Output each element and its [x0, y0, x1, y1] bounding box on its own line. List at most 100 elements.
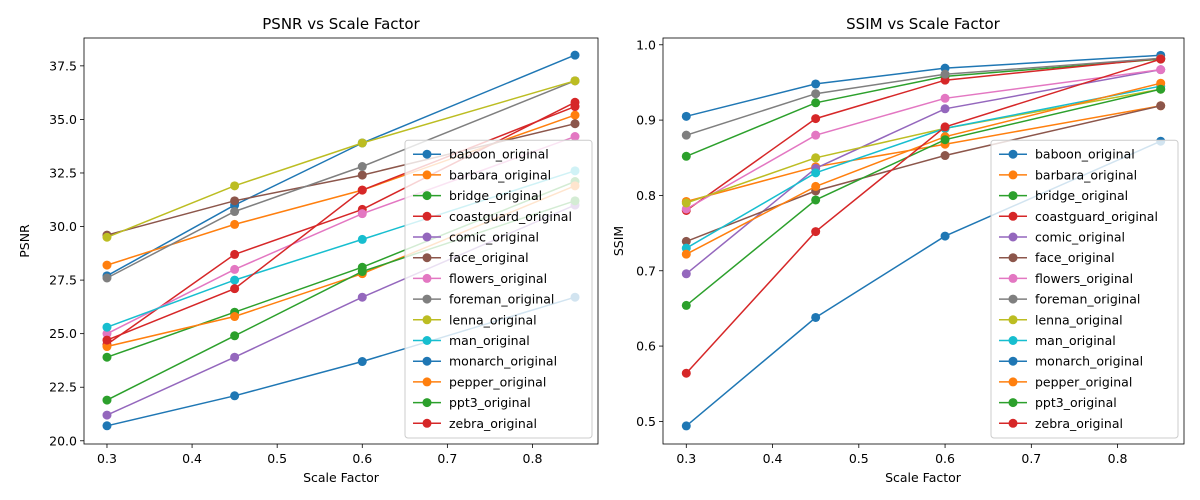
- legend-marker: [422, 336, 432, 345]
- data-point: [102, 342, 112, 352]
- legend-label: bridge_original: [1035, 188, 1128, 203]
- legend-marker: [1008, 398, 1018, 408]
- y-tick-label: 30.0: [49, 219, 77, 234]
- data-point: [811, 98, 821, 108]
- x-tick-label: 0.6: [352, 451, 372, 466]
- legend-entry: bridge_original: [413, 188, 542, 203]
- legend-entry: monarch_original: [413, 354, 557, 369]
- chart-title: PSNR vs Scale Factor: [262, 15, 420, 33]
- data-point: [940, 231, 950, 241]
- data-point: [357, 170, 367, 180]
- y-tick-label: 0.6: [636, 339, 656, 354]
- data-point: [1156, 65, 1166, 75]
- data-point: [230, 207, 240, 217]
- data-point: [570, 132, 580, 142]
- y-tick-label: 0.5: [636, 414, 656, 429]
- x-tick-label: 0.4: [763, 451, 783, 466]
- data-point: [230, 391, 240, 401]
- series-line: [685, 68, 1161, 210]
- series-line: [106, 80, 576, 238]
- ssim-chart: SSIM vs Scale Factor Scale Factor SSIM 0…: [611, 15, 1185, 485]
- legend-entry: bridge_original: [999, 188, 1128, 203]
- y-tick-label: 22.5: [49, 380, 77, 395]
- series-flowers_original: [681, 65, 1166, 214]
- legend-entry: barbara_original: [999, 167, 1137, 182]
- legend-entry: foreman_original: [999, 292, 1140, 307]
- legend-marker: [1008, 418, 1018, 428]
- legend-label: coastguard_original: [449, 209, 572, 224]
- data-point: [230, 312, 240, 322]
- data-point: [681, 111, 691, 121]
- data-point: [811, 168, 821, 178]
- data-point: [102, 273, 112, 283]
- data-point: [940, 69, 950, 79]
- y-tick-label: 37.5: [49, 58, 77, 73]
- legend-marker: [422, 356, 432, 366]
- series-line: [685, 58, 1161, 374]
- data-point: [811, 89, 821, 99]
- x-axis-label: Scale Factor: [303, 470, 380, 485]
- legend-label: pepper_original: [449, 374, 546, 389]
- legend-entry: zebra_original: [413, 416, 537, 431]
- data-point: [681, 368, 691, 378]
- data-point: [570, 110, 580, 120]
- legend-label: lenna_original: [1035, 312, 1123, 327]
- data-point: [230, 284, 240, 294]
- legend-label: zebra_original: [1035, 416, 1123, 431]
- legend-entry: foreman_original: [413, 292, 554, 307]
- data-point: [1156, 101, 1166, 111]
- legend-marker: [422, 191, 432, 201]
- series-zebra_original: [681, 54, 1166, 378]
- y-tick-label: 1.0: [636, 37, 656, 52]
- legend-entry: coastguard_original: [413, 209, 572, 224]
- legend-marker: [422, 315, 432, 325]
- legend-entry: barbara_original: [413, 167, 551, 182]
- legend-label: comic_original: [1035, 230, 1125, 245]
- data-point: [357, 292, 367, 302]
- legend-label: zebra_original: [449, 416, 537, 431]
- series-line: [685, 57, 1161, 212]
- data-point: [357, 209, 367, 219]
- legend-label: man_original: [1035, 333, 1116, 348]
- legend-entry: pepper_original: [413, 374, 546, 389]
- series-line: [686, 105, 1161, 243]
- data-point: [940, 151, 950, 161]
- data-point: [102, 335, 112, 345]
- data-point: [811, 114, 821, 124]
- legend-entry: coastguard_original: [999, 209, 1158, 224]
- series-line: [685, 82, 1161, 255]
- series-baboon_original: [681, 50, 1166, 121]
- data-point: [811, 130, 821, 140]
- legend-entry: pepper_original: [999, 374, 1132, 389]
- legend-marker: [422, 170, 432, 180]
- y-axis-label: SSIM: [611, 226, 626, 256]
- legend-label: baboon_original: [449, 147, 549, 162]
- data-point: [102, 322, 112, 332]
- legend-marker: [422, 149, 432, 159]
- x-tick-label: 0.6: [935, 451, 955, 466]
- legend-marker: [422, 232, 432, 242]
- x-tick-label: 0.5: [849, 451, 869, 466]
- data-point: [357, 138, 367, 148]
- legend-box: [990, 139, 1179, 439]
- data-point: [357, 267, 367, 277]
- x-tick-label: 0.5: [267, 451, 287, 466]
- data-point: [102, 352, 112, 362]
- legend-label: face_original: [1035, 250, 1115, 265]
- legend-entry: ppt3_original: [999, 395, 1117, 410]
- legend-entry: face_original: [413, 250, 529, 265]
- data-point: [940, 122, 950, 132]
- plot-frame: [662, 37, 1185, 445]
- legend-marker: [1008, 273, 1018, 283]
- legend-entry: ppt3_original: [413, 395, 531, 410]
- data-point: [230, 196, 240, 206]
- legend-entry: lenna_original: [999, 312, 1123, 327]
- x-tick-label: 0.7: [437, 451, 457, 466]
- series-foreman_original: [681, 53, 1166, 140]
- legend-label: bridge_original: [449, 188, 542, 203]
- legend-marker: [1008, 211, 1018, 221]
- data-point: [811, 79, 821, 89]
- data-point: [230, 264, 240, 274]
- data-point: [102, 329, 112, 339]
- chart-title: SSIM vs Scale Factor: [846, 15, 1001, 33]
